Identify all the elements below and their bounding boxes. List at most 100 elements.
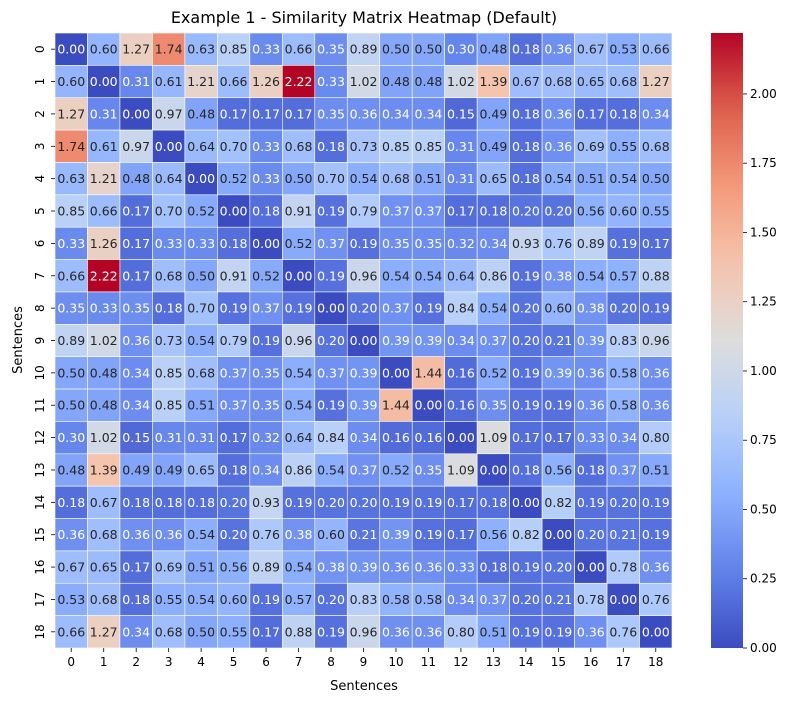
cell-value-label: 0.19 xyxy=(642,495,670,510)
cell-value-label: 0.19 xyxy=(512,268,540,283)
cell-value-label: 0.54 xyxy=(317,462,345,477)
heatmap-cell xyxy=(87,129,121,163)
heatmap-cell xyxy=(152,388,186,422)
cell-value-label: 0.19 xyxy=(415,301,443,316)
heatmap-cell xyxy=(217,65,251,99)
heatmap-cell xyxy=(606,356,640,390)
cell-value-label: 0.64 xyxy=(285,430,313,445)
colorbar-tick-label: 1.50 xyxy=(750,225,777,239)
heatmap-cell xyxy=(476,453,510,487)
cell-value-label: 0.50 xyxy=(285,171,313,186)
heatmap-cell xyxy=(282,194,316,228)
heatmap-cell xyxy=(217,485,251,519)
heatmap-cell xyxy=(282,291,316,325)
heatmap-cell xyxy=(54,194,88,228)
y-tick-label: 6 xyxy=(33,240,47,248)
cell-value-label: 0.58 xyxy=(415,592,443,607)
heatmap-cell xyxy=(54,65,88,99)
heatmap-cell xyxy=(574,97,608,131)
cell-value-label: 0.39 xyxy=(382,527,410,542)
heatmap-cell xyxy=(639,615,673,649)
cell-value-label: 0.58 xyxy=(609,398,637,413)
cell-value-label: 0.17 xyxy=(122,560,150,575)
cell-value-label: 0.97 xyxy=(122,139,150,154)
chart-title: Example 1 - Similarity Matrix Heatmap (D… xyxy=(171,8,557,27)
cell-value-label: 0.35 xyxy=(479,398,507,413)
heatmap-cell xyxy=(314,162,348,196)
cell-value-label: 0.18 xyxy=(57,495,85,510)
cell-value-label: 0.33 xyxy=(187,236,215,251)
heatmap-cell xyxy=(444,129,478,163)
heatmap-cell xyxy=(444,226,478,260)
y-tick-label: 18 xyxy=(33,624,47,639)
heatmap-cell xyxy=(639,388,673,422)
cell-value-label: 0.50 xyxy=(187,624,215,639)
heatmap-cell xyxy=(249,226,283,260)
cell-value-label: 0.51 xyxy=(187,398,215,413)
cell-value-label: 0.64 xyxy=(187,139,215,154)
heatmap-cell xyxy=(509,615,543,649)
heatmap-cell xyxy=(411,226,445,260)
heatmap-cell xyxy=(476,615,510,649)
heatmap-cell xyxy=(574,129,608,163)
heatmap-cell xyxy=(541,388,575,422)
heatmap-cell xyxy=(119,291,153,325)
heatmap-cell xyxy=(184,162,218,196)
cell-value-label: 0.52 xyxy=(187,204,215,219)
cell-value-label: 0.69 xyxy=(577,139,605,154)
cell-value-label: 0.50 xyxy=(382,42,410,57)
cell-value-label: 0.66 xyxy=(220,74,248,89)
heatmap-cell xyxy=(217,259,251,293)
cell-value-label: 0.96 xyxy=(350,268,378,283)
cell-value-label: 0.93 xyxy=(252,495,280,510)
cell-value-label: 0.35 xyxy=(415,236,443,251)
heatmap-cell xyxy=(606,97,640,131)
cell-value-label: 0.56 xyxy=(220,560,248,575)
heatmap-cell xyxy=(411,259,445,293)
heatmap-cell xyxy=(217,32,251,66)
cell-value-label: 0.50 xyxy=(57,365,85,380)
heatmap-cell xyxy=(87,291,121,325)
cell-value-label: 0.54 xyxy=(382,268,410,283)
cell-value-label: 0.00 xyxy=(252,236,280,251)
cell-value-label: 0.91 xyxy=(285,204,313,219)
cell-value-label: 0.19 xyxy=(609,236,637,251)
cell-value-label: 0.85 xyxy=(220,42,248,57)
heatmap-cell xyxy=(217,582,251,616)
cell-value-label: 0.52 xyxy=(252,268,280,283)
cell-value-label: 0.00 xyxy=(544,527,572,542)
cell-value-label: 0.33 xyxy=(90,301,118,316)
cell-value-label: 0.53 xyxy=(57,592,85,607)
cell-value-label: 0.68 xyxy=(187,365,215,380)
cell-value-label: 0.20 xyxy=(512,301,540,316)
heatmap-cell xyxy=(411,129,445,163)
heatmap-cell xyxy=(314,65,348,99)
cell-value-label: 0.19 xyxy=(415,495,443,510)
heatmap-cell xyxy=(249,356,283,390)
cell-value-label: 0.00 xyxy=(382,365,410,380)
cell-value-label: 0.70 xyxy=(155,204,183,219)
cell-value-label: 0.54 xyxy=(187,333,215,348)
cell-value-label: 0.68 xyxy=(382,171,410,186)
cell-value-label: 1.39 xyxy=(479,74,507,89)
heatmap-cell xyxy=(314,388,348,422)
y-tick-label: 4 xyxy=(33,175,47,183)
cell-value-label: 0.39 xyxy=(350,560,378,575)
heatmap-cell xyxy=(184,97,218,131)
heatmap-cell xyxy=(282,32,316,66)
heatmap-cell xyxy=(509,194,543,228)
cell-value-label: 0.34 xyxy=(642,106,670,121)
heatmap-cell xyxy=(509,485,543,519)
cell-value-label: 0.37 xyxy=(220,365,248,380)
cell-value-label: 0.36 xyxy=(122,333,150,348)
x-tick-label: 3 xyxy=(165,655,173,669)
heatmap-cell xyxy=(346,388,381,422)
heatmap-cell xyxy=(606,550,640,584)
heatmap-cell xyxy=(476,32,510,66)
cell-value-label: 0.19 xyxy=(642,527,670,542)
cell-value-label: 0.60 xyxy=(220,592,248,607)
cell-value-label: 0.35 xyxy=(317,106,345,121)
cell-value-label: 0.79 xyxy=(220,333,248,348)
cell-value-label: 0.19 xyxy=(220,301,248,316)
cell-value-label: 1.21 xyxy=(187,74,215,89)
